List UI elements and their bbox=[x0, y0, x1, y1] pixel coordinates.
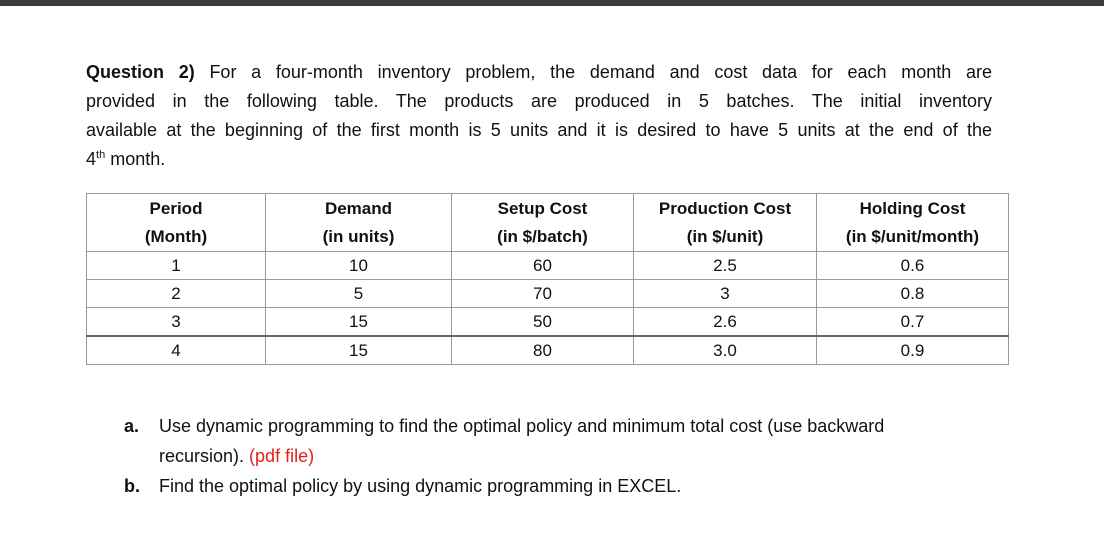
top-bar bbox=[0, 0, 1104, 6]
header-text: Period bbox=[149, 198, 203, 218]
table-cell: 3 bbox=[633, 279, 817, 308]
table-cell: 10 bbox=[265, 251, 452, 280]
task-marker: a. bbox=[124, 416, 140, 436]
table-cell: 15 bbox=[265, 307, 452, 337]
table-cell: 80 bbox=[451, 335, 634, 365]
task: b. Find the optimal policy by using dyna… bbox=[124, 471, 884, 501]
table-cell: 2.5 bbox=[633, 251, 817, 280]
table-row: 2 5 70 3 0.8 bbox=[86, 279, 1009, 308]
table-cell: 3.0 bbox=[633, 335, 817, 365]
question-line: Question 2) For a four-month inventory p… bbox=[86, 58, 992, 87]
table-cell: 50 bbox=[451, 307, 634, 337]
header-text: Holding Cost bbox=[859, 198, 966, 218]
table-row: 1 10 60 2.5 0.6 bbox=[86, 251, 1009, 280]
table-cell: 5 bbox=[265, 279, 452, 308]
header-text: (in $/batch) bbox=[497, 226, 588, 246]
table-cell: 0.7 bbox=[816, 307, 1009, 337]
table-cell: 2.6 bbox=[633, 307, 817, 337]
header-text: (in $/unit) bbox=[686, 226, 764, 246]
question-text: month. bbox=[105, 149, 166, 169]
header-text: Production Cost bbox=[658, 198, 792, 218]
table-row: 4 15 80 3.0 0.9 bbox=[86, 335, 1009, 365]
table-cell: 4 bbox=[86, 335, 266, 365]
table-cell: 70 bbox=[451, 279, 634, 308]
header-cell: Period (Month) bbox=[86, 193, 266, 252]
header-cell: Demand (in units) bbox=[265, 193, 452, 252]
table-body: 1 10 60 2.5 0.6 2 5 70 3 0.8 3 15 50 2.6 0.7 4 15 80 3.0 0.… bbox=[86, 251, 1009, 365]
header-row: Period (Month) Demand (in units) Setup Cost (… bbox=[86, 193, 1009, 252]
task-note: (pdf file) bbox=[249, 446, 315, 466]
task-list: a. Use dynamic programming to find the o… bbox=[124, 411, 884, 501]
header-cell: Setup Cost (in $/batch) bbox=[451, 193, 634, 252]
question-line: 4th month. bbox=[86, 145, 992, 174]
task: a. Use dynamic programming to find the o… bbox=[124, 411, 884, 471]
question: Question 2) For a four-month inventory p… bbox=[86, 58, 992, 174]
table-row: 3 15 50 2.6 0.7 bbox=[86, 307, 1009, 337]
table-cell: 15 bbox=[265, 335, 452, 365]
task-text: Use dynamic programming to find the opti… bbox=[159, 416, 885, 436]
header-text: (Month) bbox=[144, 226, 208, 246]
table-cell: 3 bbox=[86, 307, 266, 337]
question-line: provided in the following table. The pro… bbox=[86, 91, 992, 111]
header-cell: Production Cost (in $/unit) bbox=[633, 193, 817, 252]
task-marker: b. bbox=[124, 476, 140, 496]
table-cell: 60 bbox=[451, 251, 634, 280]
task-text: recursion). bbox=[159, 446, 245, 466]
data-table: Period (Month) Demand (in units) Setup Cost (… bbox=[86, 193, 1009, 365]
table-cell: 0.9 bbox=[816, 335, 1009, 365]
ordinal-suffix: th bbox=[96, 149, 106, 161]
header-text: Demand bbox=[324, 198, 393, 218]
table-cell: 0.8 bbox=[816, 279, 1009, 308]
header-text: (in units) bbox=[322, 226, 395, 246]
table-cell: 0.6 bbox=[816, 251, 1009, 280]
header-text: Setup Cost bbox=[497, 198, 588, 218]
ordinal: 4 bbox=[86, 149, 97, 169]
table-cell: 2 bbox=[86, 279, 266, 308]
question-line: available at the beginning of the first … bbox=[86, 120, 992, 140]
question-text: For a four-month inventory problem, the … bbox=[209, 62, 992, 82]
table-cell: 1 bbox=[86, 251, 266, 280]
task-text: Find the optimal policy by using dynamic… bbox=[159, 476, 682, 496]
header-cell: Holding Cost (in $/unit/month) bbox=[816, 193, 1009, 252]
question-label: Question 2) bbox=[86, 62, 195, 82]
header-text: (in $/unit/month) bbox=[845, 226, 980, 246]
